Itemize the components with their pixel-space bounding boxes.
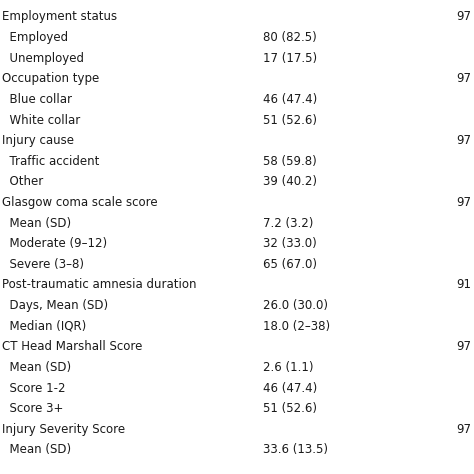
Text: Unemployed: Unemployed [2, 52, 84, 64]
Text: 97: 97 [456, 134, 472, 147]
Text: 7.2 (3.2): 7.2 (3.2) [263, 217, 313, 229]
Text: Score 3+: Score 3+ [2, 402, 64, 415]
Text: Post-traumatic amnesia duration: Post-traumatic amnesia duration [2, 279, 197, 292]
Text: 58 (59.8): 58 (59.8) [263, 155, 317, 168]
Text: 32 (33.0): 32 (33.0) [263, 237, 317, 250]
Text: Other: Other [2, 175, 44, 188]
Text: 97: 97 [456, 423, 472, 436]
Text: White collar: White collar [2, 114, 81, 127]
Text: 39 (40.2): 39 (40.2) [263, 175, 317, 188]
Text: Mean (SD): Mean (SD) [2, 444, 72, 456]
Text: 51 (52.6): 51 (52.6) [263, 114, 317, 127]
Text: Score 1-2: Score 1-2 [2, 382, 66, 394]
Text: 2.6 (1.1): 2.6 (1.1) [263, 361, 314, 374]
Text: Blue collar: Blue collar [2, 93, 73, 106]
Text: Median (IQR): Median (IQR) [2, 319, 87, 333]
Text: 17 (17.5): 17 (17.5) [263, 52, 317, 64]
Text: 46 (47.4): 46 (47.4) [263, 93, 317, 106]
Text: 97: 97 [456, 196, 472, 209]
Text: 80 (82.5): 80 (82.5) [263, 31, 317, 44]
Text: Mean (SD): Mean (SD) [2, 361, 72, 374]
Text: 91: 91 [456, 279, 472, 292]
Text: 51 (52.6): 51 (52.6) [263, 402, 317, 415]
Text: Occupation type: Occupation type [2, 73, 100, 85]
Text: Employment status: Employment status [2, 10, 118, 23]
Text: 97: 97 [456, 73, 472, 85]
Text: 33.6 (13.5): 33.6 (13.5) [263, 444, 328, 456]
Text: Glasgow coma scale score: Glasgow coma scale score [2, 196, 158, 209]
Text: Mean (SD): Mean (SD) [2, 217, 72, 229]
Text: 65 (67.0): 65 (67.0) [263, 258, 317, 271]
Text: Moderate (9–12): Moderate (9–12) [2, 237, 108, 250]
Text: Traffic accident: Traffic accident [2, 155, 100, 168]
Text: Injury Severity Score: Injury Severity Score [2, 423, 126, 436]
Text: 46 (47.4): 46 (47.4) [263, 382, 317, 394]
Text: 97: 97 [456, 340, 472, 353]
Text: Employed: Employed [2, 31, 69, 44]
Text: CT Head Marshall Score: CT Head Marshall Score [2, 340, 143, 353]
Text: 97: 97 [456, 10, 472, 23]
Text: Severe (3–8): Severe (3–8) [2, 258, 84, 271]
Text: 26.0 (30.0): 26.0 (30.0) [263, 299, 328, 312]
Text: Injury cause: Injury cause [2, 134, 74, 147]
Text: Days, Mean (SD): Days, Mean (SD) [2, 299, 109, 312]
Text: 18.0 (2–38): 18.0 (2–38) [263, 319, 330, 333]
